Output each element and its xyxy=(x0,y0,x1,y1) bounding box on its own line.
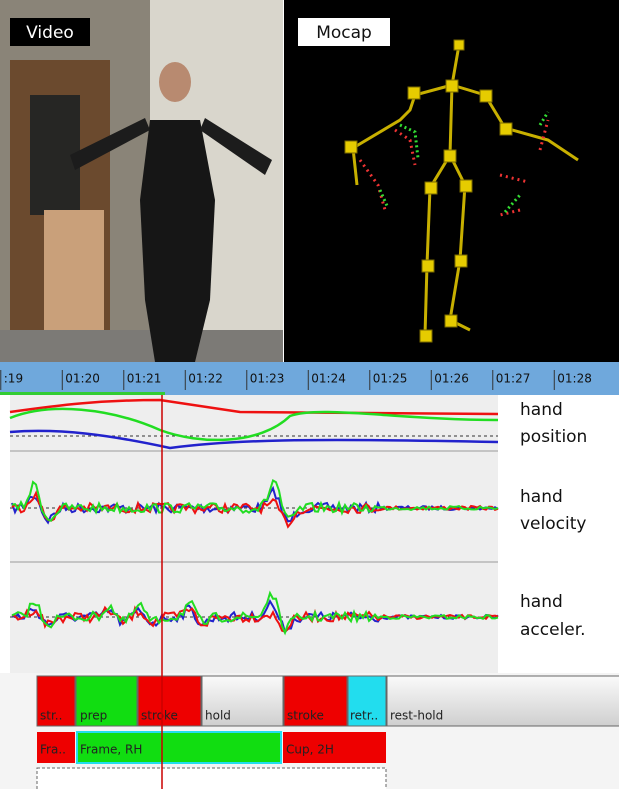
signal-panels xyxy=(10,395,498,673)
segment-label: retr.. xyxy=(350,709,378,723)
signal-labels: hand position hand velocity hand acceler. xyxy=(520,400,587,640)
video-label: Video xyxy=(26,23,74,43)
video-panel: Video xyxy=(0,0,283,362)
signal-label: hand xyxy=(520,400,563,420)
segment-label: Fra.. xyxy=(40,743,66,757)
timeline-label: 01:23 xyxy=(250,372,285,386)
timeline-label: 01:24 xyxy=(311,372,346,386)
segment-label: stroke xyxy=(141,709,178,723)
signal-label: acceler. xyxy=(520,620,586,640)
timeline-label: :19 xyxy=(4,372,23,386)
segment-label: str.. xyxy=(40,709,62,723)
segment-label: rest-hold xyxy=(390,709,443,723)
screen: Video Mocap :19 01:20 01:21 01:22 01:23 01:24… xyxy=(0,0,619,789)
signal-label: position xyxy=(520,427,587,447)
timeline-label: 01:20 xyxy=(65,372,100,386)
timeline-label: 01:22 xyxy=(188,372,223,386)
segment-label: prep xyxy=(80,709,107,723)
mocap-panel: Mocap xyxy=(284,0,619,362)
timeline-label: 01:27 xyxy=(496,372,531,386)
segment-label: stroke xyxy=(287,709,324,723)
annotation-tracks[interactable]: str.. prep stroke hold stroke retr.. res… xyxy=(0,673,619,789)
timeline-label: 01:21 xyxy=(127,372,162,386)
signal-label: velocity xyxy=(520,514,586,534)
signal-label: hand xyxy=(520,487,563,507)
timeline-label: 01:26 xyxy=(434,372,469,386)
segment-label: Frame, RH xyxy=(80,743,142,757)
timeline-label: 01:25 xyxy=(373,372,408,386)
segment-label: hold xyxy=(205,709,231,723)
mocap-label: Mocap xyxy=(316,23,372,43)
signal-label: hand xyxy=(520,592,563,612)
timeline-label: 01:28 xyxy=(557,372,592,386)
segment-label: Cup, 2H xyxy=(286,743,334,757)
page: {"video_panel": {"label": "Video"}, "moc… xyxy=(0,0,619,789)
timeline[interactable]: :19 01:20 01:21 01:22 01:23 01:24 01:25 01:26 01… xyxy=(0,362,619,395)
